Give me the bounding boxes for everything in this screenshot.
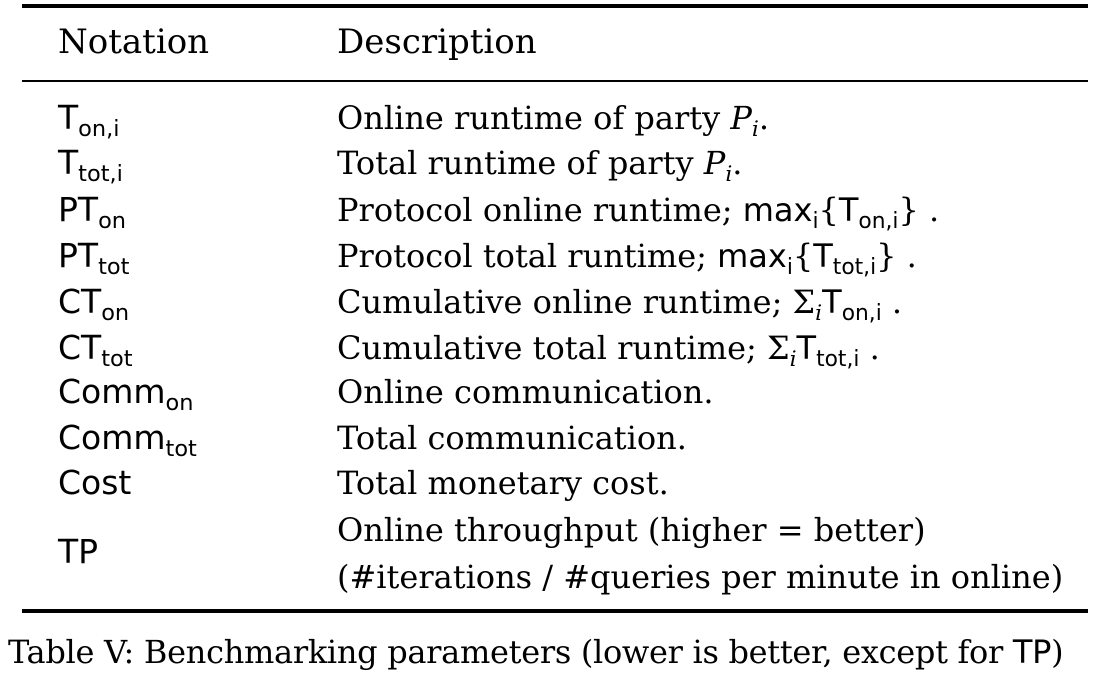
description-suffix: . <box>918 191 940 229</box>
notation-subscript: on,i <box>78 116 120 143</box>
description-cell: Protocol online runtime; maxi{Ton,i} . <box>337 190 940 232</box>
description-suffix: . <box>732 144 743 182</box>
description-cell: Cumulative total runtime; ΣiTtot,i . <box>337 328 880 370</box>
description-suffix: . <box>859 329 880 367</box>
math-variable: P <box>703 144 726 182</box>
caption-label: Table V: <box>8 633 135 671</box>
description-cell: Online runtime of party Pi. <box>337 98 770 140</box>
math-term: T <box>796 329 817 367</box>
math-brace: } <box>876 237 897 275</box>
description-cell: Online communication. <box>337 373 714 411</box>
description-text: Cumulative total runtime; <box>337 329 767 367</box>
notation-base: PT <box>58 190 99 229</box>
description-text: Cumulative online runtime; <box>337 283 793 321</box>
notation-subscript: tot <box>101 346 133 373</box>
notation-subscript: on <box>165 390 194 417</box>
sum-symbol: Σ <box>766 329 790 367</box>
math-term: T <box>813 237 833 275</box>
table-bottom-rule <box>22 609 1088 613</box>
notation-base: TP <box>58 532 99 571</box>
description-cell: (#iterations / #queries per minute in on… <box>337 557 1063 597</box>
caption-text: Benchmarking parameters (lower is better… <box>134 633 1013 671</box>
column-header-description: Description <box>337 22 537 62</box>
notation-cell: Common <box>58 372 193 414</box>
math-term: T <box>838 191 859 229</box>
table-caption: Table V: Benchmarking parameters (lower … <box>8 632 1064 672</box>
description-cell: Protocol total runtime; maxi{Ttot,i} . <box>337 236 917 278</box>
notation-subscript: on <box>98 208 127 235</box>
math-brace: { <box>818 191 839 229</box>
sum-symbol: Σ <box>792 283 816 321</box>
notation-cell: Ttot,i <box>58 143 123 185</box>
notation-base: CT <box>58 282 102 321</box>
notation-subscript: tot <box>165 436 197 463</box>
math-subscript: i <box>786 254 793 280</box>
notation-cell: PTon <box>58 190 126 232</box>
description-cell: Total communication. <box>337 419 687 457</box>
math-subscript: tot,i <box>816 346 860 372</box>
notation-base: T <box>58 98 79 137</box>
description-text: Protocol online runtime; <box>337 191 743 229</box>
math-variable: P <box>730 99 752 137</box>
math-subscript: i <box>751 116 759 142</box>
description-text: Total runtime of party <box>337 144 704 182</box>
notation-base: PT <box>58 236 99 275</box>
math-subscript: i <box>815 300 823 326</box>
math-brace: { <box>792 237 814 275</box>
table-top-rule <box>22 4 1088 8</box>
notation-cell: CTtot <box>58 328 133 370</box>
notation-subscript: tot,i <box>78 161 123 188</box>
description-suffix: . <box>881 283 903 321</box>
description-text: Protocol total runtime; <box>337 237 718 275</box>
notation-base: Comm <box>58 372 166 411</box>
notation-base: CT <box>58 328 102 367</box>
description-suffix: . <box>758 99 770 137</box>
caption-tp: TP <box>1012 633 1052 671</box>
math-subscript: i <box>725 161 733 187</box>
description-line-2: (#iterations / #queries per minute in on… <box>337 558 1064 596</box>
notation-subscript: on <box>101 300 130 327</box>
description-line-1: Online throughput (higher = better) <box>337 511 926 549</box>
description-cell: Total monetary cost. <box>337 464 669 502</box>
notation-cell: Commtot <box>58 418 197 460</box>
description-cell: Cumulative online runtime; ΣiTon,i . <box>337 282 903 324</box>
notation-cell: TP <box>58 532 98 572</box>
notation-base: T <box>58 143 79 182</box>
caption-end: ) <box>1051 633 1064 671</box>
notation-base: Cost <box>58 463 132 502</box>
math-subscript: i <box>789 346 797 372</box>
math-term: T <box>822 283 842 321</box>
math-subscript: on,i <box>858 208 899 234</box>
math-subscript: i <box>812 208 819 234</box>
notation-base: Comm <box>58 418 166 457</box>
math-subscript: tot,i <box>832 254 877 280</box>
math-operator: max <box>742 191 813 229</box>
notation-cell: Cost <box>58 463 131 503</box>
description-text: Online runtime of party <box>337 99 731 137</box>
column-header-notation: Notation <box>58 22 210 62</box>
math-operator: max <box>717 237 787 275</box>
table-header-rule <box>22 80 1088 82</box>
notation-subscript: tot <box>98 254 130 281</box>
description-suffix: . <box>896 237 917 275</box>
notation-cell: CTon <box>58 282 129 324</box>
notation-cell: Ton,i <box>58 98 120 140</box>
math-brace: } <box>898 191 919 229</box>
notation-cell: PTtot <box>58 236 129 278</box>
math-subscript: on,i <box>841 300 882 326</box>
description-cell: Total runtime of party Pi. <box>337 143 743 185</box>
description-cell: Online throughput (higher = better) <box>337 510 926 550</box>
